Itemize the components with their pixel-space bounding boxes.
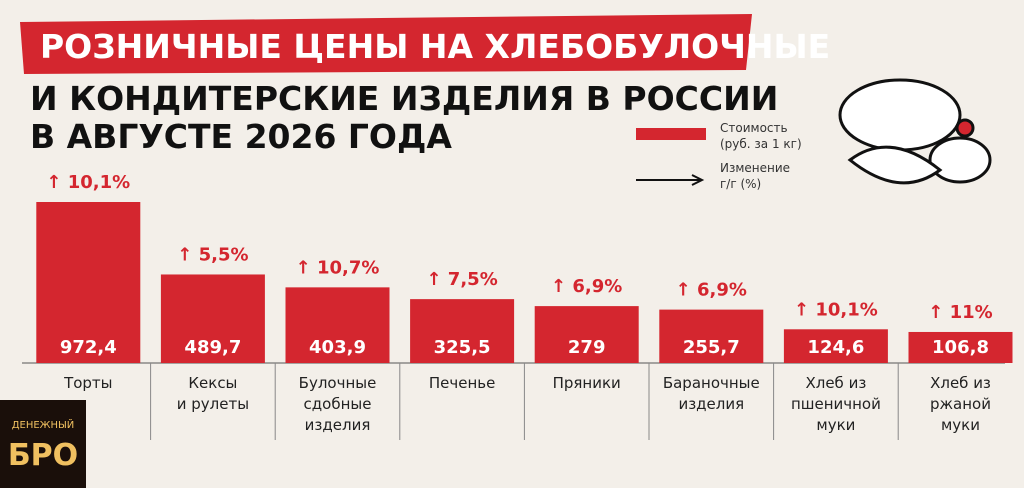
bar (36, 202, 141, 363)
bread-illustration (838, 78, 992, 185)
bar (160, 274, 265, 363)
change-label: ↑ 11% (928, 302, 992, 323)
bar (659, 309, 764, 363)
bar (285, 287, 390, 363)
x-tick-label: Печенье (429, 374, 495, 392)
x-tick-label: Пряники (553, 374, 621, 392)
value-label: 124,6 (807, 337, 864, 358)
legend-arrow-head (691, 174, 705, 186)
title-banner (20, 14, 752, 74)
legend-label: Изменение г/г (%) (720, 161, 790, 191)
value-label: 403,9 (309, 337, 366, 358)
value-label: 255,7 (683, 337, 740, 358)
value-label: 325,5 (434, 337, 491, 358)
change-label: ↑ 6,9% (551, 276, 622, 297)
change-label: ↑ 10,1% (46, 172, 130, 193)
x-tick-label: Бараночные изделия (663, 374, 760, 413)
bar (783, 329, 888, 363)
change-label: ↑ 7,5% (426, 269, 497, 290)
change-label: ↑ 10,7% (296, 257, 380, 278)
x-tick-label: Хлеб из пшеничной муки (791, 374, 881, 434)
change-label: ↑ 10,1% (794, 299, 878, 320)
logo-text: БРО (8, 438, 78, 473)
value-label: 972,4 (60, 337, 117, 358)
x-tick-label: Хлеб из ржаной муки (930, 374, 991, 434)
x-tick-label: Торты (63, 374, 112, 392)
value-label: 279 (568, 337, 606, 358)
legend-swatch (636, 128, 706, 140)
x-tick-label: Кексы и рулеты (177, 374, 249, 413)
bar (410, 299, 515, 363)
value-label: 489,7 (184, 337, 241, 358)
bar (908, 331, 1013, 363)
subtitle: И КОНДИТЕРСКИЕ ИЗДЕЛИЯ В РОССИИ (30, 79, 778, 118)
logo-text: ДЕНЕЖНЫЙ (12, 418, 75, 431)
change-label: ↑ 6,9% (676, 280, 747, 301)
bar (534, 306, 639, 363)
legend-label: Стоимость (руб. за 1 кг) (720, 121, 802, 151)
change-label: ↑ 5,5% (177, 244, 248, 265)
chart-title: РОЗНИЧНЫЕ ЦЕНЫ НА ХЛЕБОБУЛОЧНЫЕ (40, 27, 830, 66)
x-tick-label: Булочные сдобные изделия (299, 374, 377, 434)
logo-box (0, 400, 86, 488)
subtitle: В АВГУСТЕ 2026 ГОДА (30, 117, 452, 156)
value-label: 106,8 (932, 337, 989, 358)
